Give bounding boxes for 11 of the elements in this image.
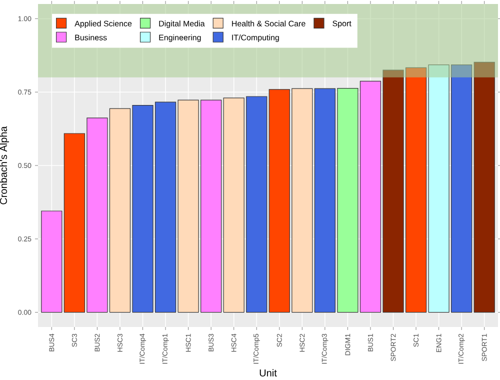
legend-label: Business (75, 34, 107, 40)
legend-label: Engineering (159, 34, 201, 42)
legend-label: Sport (332, 20, 352, 28)
bar (474, 62, 495, 313)
x-axis-title: Unit (260, 369, 277, 376)
legend-label: Applied Science (74, 20, 132, 28)
bar (41, 210, 62, 313)
y-axis-title: Cronbach's Alpha (0, 126, 9, 204)
legend-label: Digital Media (159, 20, 205, 28)
legend-label: Health & Social Care (232, 20, 306, 26)
legend-label: IT/Computing (232, 34, 279, 42)
